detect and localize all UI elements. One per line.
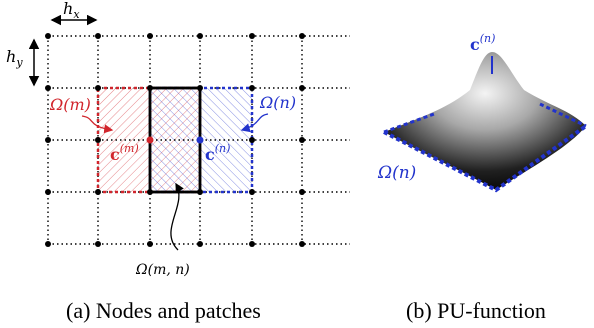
grid-nodes [45, 33, 305, 247]
pu-omega-n-label: Ω(n) [377, 163, 416, 183]
c-n-label: c(n) [205, 142, 230, 164]
omega-mn-label: Ω(m, n) [135, 262, 190, 278]
pu-surface [384, 52, 586, 190]
pu-base-border [383, 124, 588, 193]
pu-base-border-back [383, 102, 587, 134]
hy-label: hy [6, 47, 23, 69]
panel-a: hx hy Ω(m) Ω(n) c(m) c(n) Ω(m, n) (a) No… [6, 0, 350, 323]
omega-n-label: Ω(n) [259, 93, 296, 112]
panel-b: c(n) Ω(n) (b) PU-function [377, 32, 588, 323]
caption-a: (a) Nodes and patches [66, 298, 261, 323]
omega-n-pointer [240, 113, 269, 133]
omega-mn-pointer [170, 182, 184, 251]
caption-b: (b) PU-function [406, 298, 546, 323]
omega-m-pointer [81, 115, 114, 134]
hx-label: hx [63, 0, 80, 21]
omega-m-label: Ω(m) [49, 95, 91, 114]
node-c-m [146, 136, 154, 144]
c-m-label: c(m) [110, 142, 139, 164]
pu-c-n-label: c(n) [470, 32, 495, 54]
node-c-n [196, 136, 204, 144]
